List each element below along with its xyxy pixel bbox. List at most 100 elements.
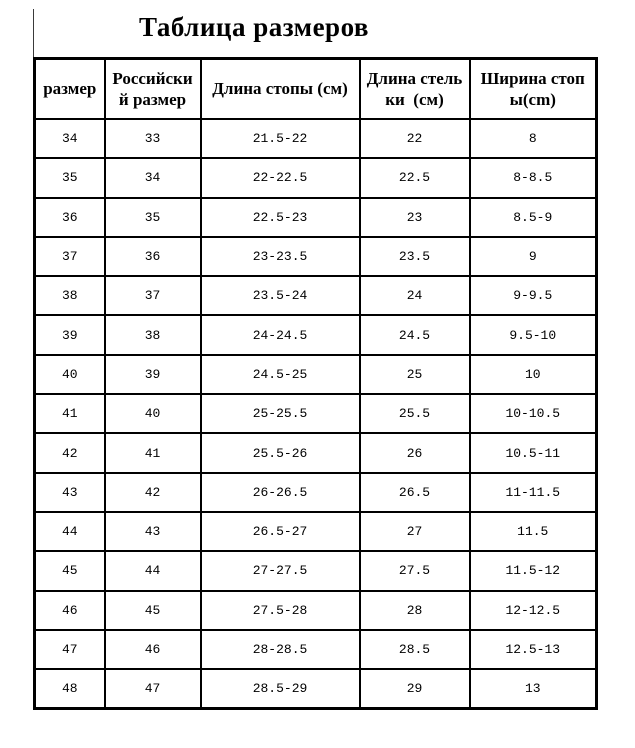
cell-foot-length: 21.5-22 (199, 117, 361, 160)
table-row: 36 35 22.5-23 23 8.5-9 (33, 196, 598, 238)
cell-insole-length: 25 (358, 353, 471, 396)
table-row: 39 38 24-24.5 24.5 9.5-10 (33, 314, 598, 356)
cell-size: 35 (33, 157, 106, 199)
cell-foot-length: 26-26.5 (199, 471, 361, 513)
cell-size: 42 (33, 432, 106, 474)
cell-size: 37 (33, 235, 106, 278)
cell-insole-length: 26 (358, 432, 471, 474)
cell-foot-width: 9.5-10 (468, 314, 598, 356)
cell-insole-length: 25.5 (358, 393, 471, 435)
cell-foot-length: 28.5-29 (199, 668, 361, 710)
cell-insole-length: 23 (358, 196, 471, 238)
cell-size: 40 (33, 353, 106, 396)
cell-foot-length: 22.5-23 (199, 196, 361, 238)
cell-size: 34 (33, 117, 106, 160)
cell-foot-width: 9 (468, 235, 598, 278)
cell-foot-width: 13 (468, 668, 598, 710)
cell-insole-length: 29 (358, 668, 471, 710)
cell-russian-size: 46 (103, 628, 202, 671)
cell-foot-length: 27.5-28 (199, 589, 361, 631)
cell-russian-size: 33 (103, 117, 202, 160)
header-cell-foot-length: Длина стопы (см) (199, 57, 361, 120)
cell-size: 39 (33, 314, 106, 356)
cell-insole-length: 27 (358, 510, 471, 553)
table-row: 38 37 23.5-24 24 9-9.5 (33, 275, 598, 317)
cell-russian-size: 40 (103, 393, 202, 435)
header-row: размер Российски й размер Длина стопы (с… (33, 57, 598, 120)
table-row: 40 39 24.5-25 25 10 (33, 353, 598, 396)
table-row: 41 40 25-25.5 25.5 10-10.5 (33, 393, 598, 435)
size-table-header: размер Российски й размер Длина стопы (с… (33, 57, 598, 120)
cell-foot-width: 8.5-9 (468, 196, 598, 238)
cell-foot-length: 28-28.5 (199, 628, 361, 671)
cell-foot-length: 26.5-27 (199, 510, 361, 553)
table-row: 47 46 28-28.5 28.5 12.5-13 (33, 628, 598, 671)
cell-foot-width: 9-9.5 (468, 275, 598, 317)
cell-foot-length: 23-23.5 (199, 235, 361, 278)
cell-foot-length: 25-25.5 (199, 393, 361, 435)
cell-russian-size: 34 (103, 157, 202, 199)
cell-russian-size: 45 (103, 589, 202, 631)
cell-insole-length: 26.5 (358, 471, 471, 513)
header-cell-foot-width: Ширина стоп ы(cm) (468, 57, 598, 120)
cell-size: 36 (33, 196, 106, 238)
cell-size: 48 (33, 668, 106, 710)
table-row: 45 44 27-27.5 27.5 11.5-12 (33, 550, 598, 592)
cell-insole-length: 22.5 (358, 157, 471, 199)
cell-russian-size: 39 (103, 353, 202, 396)
cell-foot-width: 10-10.5 (468, 393, 598, 435)
cell-size: 46 (33, 589, 106, 631)
cell-insole-length: 28 (358, 589, 471, 631)
header-cell-russian-size: Российски й размер (103, 57, 202, 120)
cell-foot-length: 25.5-26 (199, 432, 361, 474)
header-cell-insole-length: Длина стель ки (см) (358, 57, 471, 120)
cell-foot-length: 24-24.5 (199, 314, 361, 356)
cell-size: 43 (33, 471, 106, 513)
table-row: 43 42 26-26.5 26.5 11-11.5 (33, 471, 598, 513)
cell-russian-size: 43 (103, 510, 202, 553)
cell-russian-size: 44 (103, 550, 202, 592)
cell-russian-size: 47 (103, 668, 202, 710)
cell-insole-length: 23.5 (358, 235, 471, 278)
header-cell-size: размер (33, 57, 106, 120)
cell-foot-length: 24.5-25 (199, 353, 361, 396)
table-row: 35 34 22-22.5 22.5 8-8.5 (33, 157, 598, 199)
size-table: размер Российски й размер Длина стопы (с… (33, 57, 598, 711)
cell-insole-length: 27.5 (358, 550, 471, 592)
cell-foot-length: 22-22.5 (199, 157, 361, 199)
cell-insole-length: 24 (358, 275, 471, 317)
cell-foot-width: 11.5-12 (468, 550, 598, 592)
table-row: 44 43 26.5-27 27 11.5 (33, 510, 598, 553)
cell-foot-width: 12.5-13 (468, 628, 598, 671)
size-table-body: 34 33 21.5-22 22 8 35 34 22-22.5 22.5 8-… (33, 117, 598, 710)
table-row: 42 41 25.5-26 26 10.5-11 (33, 432, 598, 474)
cell-insole-length: 28.5 (358, 628, 471, 671)
page-title: Таблица размеров (139, 12, 369, 42)
table-row: 46 45 27.5-28 28 12-12.5 (33, 589, 598, 631)
cell-size: 45 (33, 550, 106, 592)
cell-russian-size: 37 (103, 275, 202, 317)
cell-foot-length: 27-27.5 (199, 550, 361, 592)
cell-russian-size: 35 (103, 196, 202, 238)
left-margin-line (33, 9, 34, 57)
cell-foot-width: 11.5 (468, 510, 598, 553)
cell-russian-size: 41 (103, 432, 202, 474)
table-row: 37 36 23-23.5 23.5 9 (33, 235, 598, 278)
cell-foot-width: 11-11.5 (468, 471, 598, 513)
cell-size: 41 (33, 393, 106, 435)
cell-size: 44 (33, 510, 106, 553)
table-row: 34 33 21.5-22 22 8 (33, 117, 598, 160)
table-row: 48 47 28.5-29 29 13 (33, 668, 598, 710)
cell-insole-length: 22 (358, 117, 471, 160)
cell-russian-size: 38 (103, 314, 202, 356)
cell-foot-width: 10 (468, 353, 598, 396)
cell-foot-width: 8-8.5 (468, 157, 598, 199)
cell-foot-width: 12-12.5 (468, 589, 598, 631)
cell-size: 38 (33, 275, 106, 317)
cell-foot-width: 8 (468, 117, 598, 160)
cell-foot-length: 23.5-24 (199, 275, 361, 317)
cell-russian-size: 36 (103, 235, 202, 278)
cell-russian-size: 42 (103, 471, 202, 513)
cell-insole-length: 24.5 (358, 314, 471, 356)
